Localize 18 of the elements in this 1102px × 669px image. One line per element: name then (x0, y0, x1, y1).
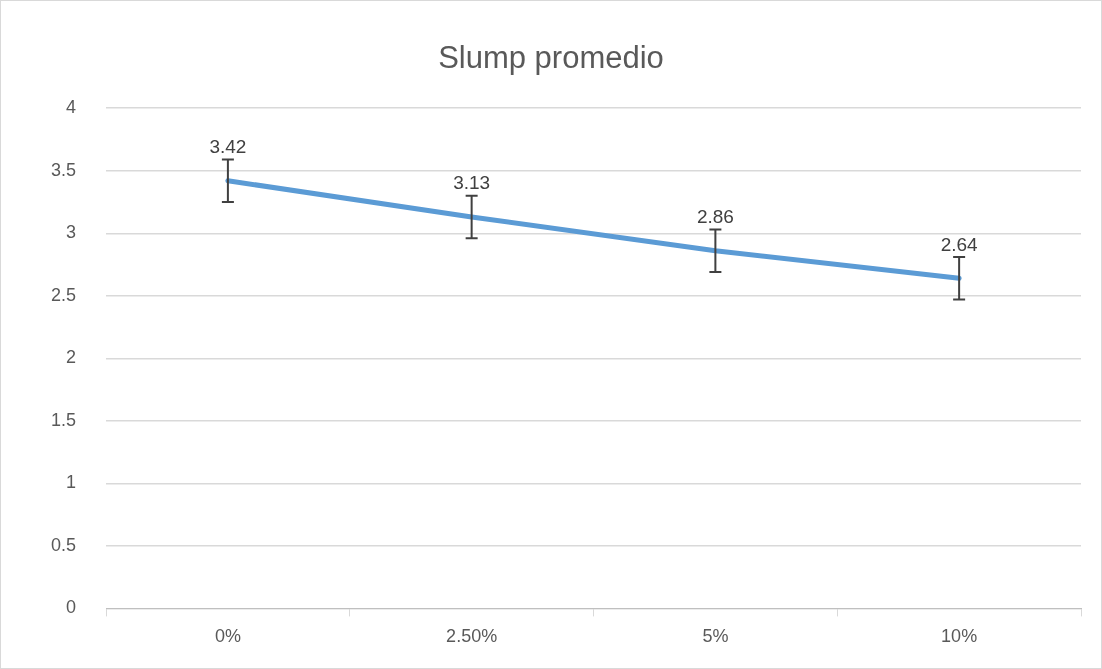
y-tick-label: 0 (66, 597, 77, 618)
y-tick-label: 0.5 (50, 534, 77, 555)
y-tick-label: 3 (66, 222, 77, 243)
y-tick-label: 2.5 (50, 284, 77, 305)
chart-title: Slump promedio (438, 40, 664, 76)
data-label: 3.13 (453, 172, 491, 194)
x-tick-label: 10% (941, 626, 978, 647)
x-tick-label: 5% (702, 626, 729, 647)
y-tick-label: 4 (66, 97, 77, 118)
x-tick-label: 2.50% (446, 626, 498, 647)
y-tick-label: 1 (66, 472, 77, 493)
data-label: 2.64 (940, 233, 979, 255)
x-tick-label: 0% (214, 626, 241, 647)
y-tick-label: 3.5 (50, 159, 77, 180)
data-label: 3.42 (209, 136, 247, 158)
data-label: 2.86 (696, 206, 734, 228)
y-tick-label: 1.5 (50, 409, 77, 430)
y-tick-label: 2 (66, 347, 77, 368)
